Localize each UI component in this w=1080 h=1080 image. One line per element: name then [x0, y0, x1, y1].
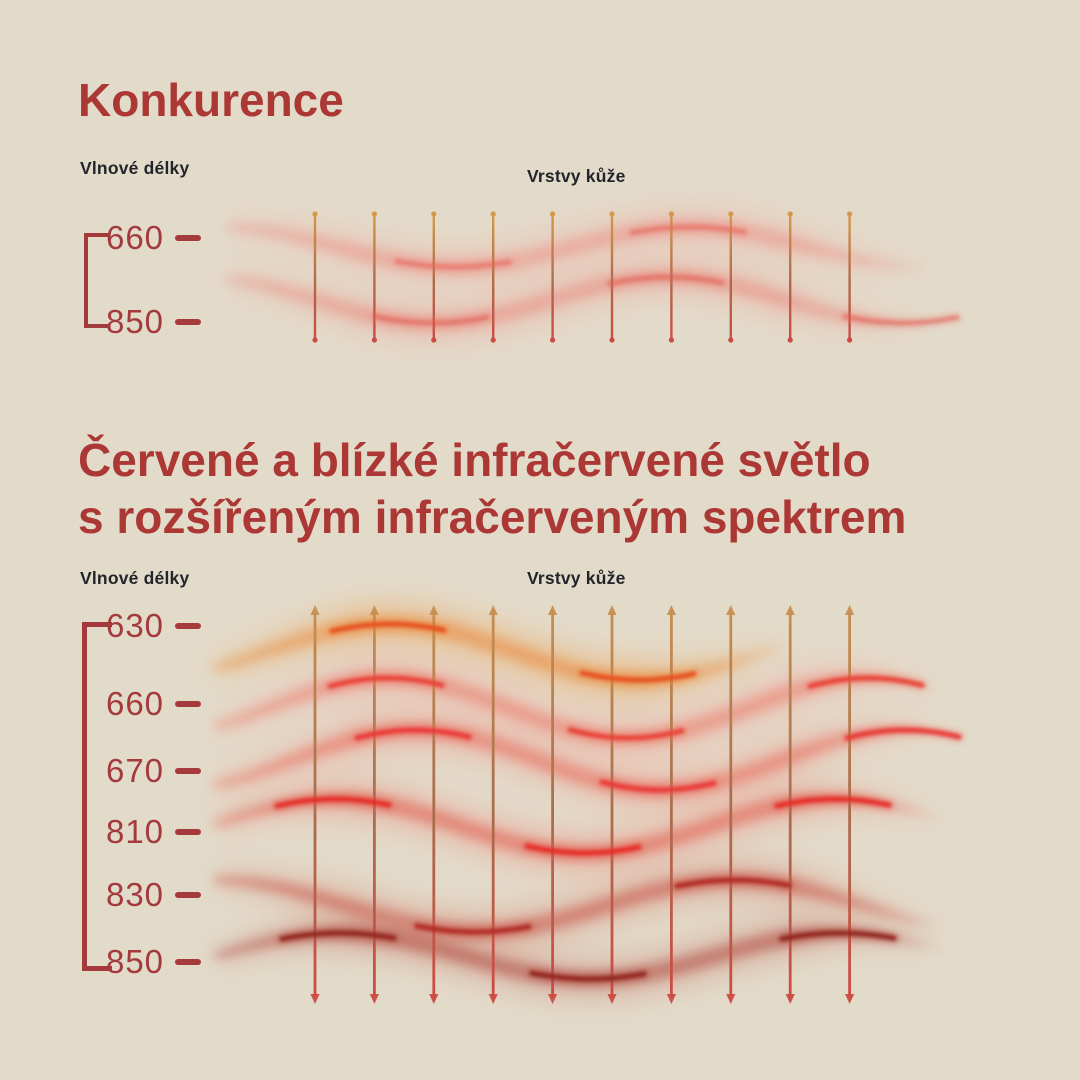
section2-wave-cores	[272, 618, 964, 985]
section2-title: Červené a blízké infračervené světlo s r…	[78, 432, 906, 546]
wavelength-tick-dash	[175, 768, 201, 774]
wavelength-tick-dash	[175, 959, 201, 965]
wavelength-tick-dash	[175, 235, 201, 241]
section2-wavelength-bracket	[82, 622, 112, 971]
section2-title-line2: s rozšířeným infračerveným spektrem	[78, 491, 907, 544]
section2-title-line1: Červené a blízké infračervené světlo	[78, 434, 871, 486]
wavelength-tick-label: 660	[105, 685, 165, 722]
wavelength-tick-dash	[175, 701, 201, 707]
section1-wave-bands	[228, 207, 930, 343]
section1-wavelength-bracket	[84, 233, 110, 328]
section1-wavelengths-label: Vlnové délky	[80, 158, 190, 178]
wavelength-tick-dash	[175, 829, 201, 835]
section1-title: Konkurence	[78, 74, 344, 126]
wavelength-tick-label: 810	[105, 813, 165, 850]
wavelength-tick-dash	[175, 319, 201, 325]
wavelength-tick-label: 850	[105, 943, 165, 980]
wavelength-tick-dash	[175, 623, 201, 629]
wavelength-tick-label: 830	[105, 876, 165, 913]
wavelength-tick-label: 850	[105, 303, 165, 340]
section1-skin-layers-label: Vrstvy kůže	[527, 166, 626, 186]
section1-wave-cores	[370, 221, 962, 329]
wavelength-tick-label: 630	[105, 607, 165, 644]
wavelength-tick-label: 670	[105, 752, 165, 789]
wavelength-tick-label: 660	[105, 219, 165, 256]
section2-wavelengths-label: Vlnové délky	[80, 568, 190, 588]
section2-skin-layers-label: Vrstvy kůže	[527, 568, 626, 588]
wavelength-tick-dash	[175, 892, 201, 898]
